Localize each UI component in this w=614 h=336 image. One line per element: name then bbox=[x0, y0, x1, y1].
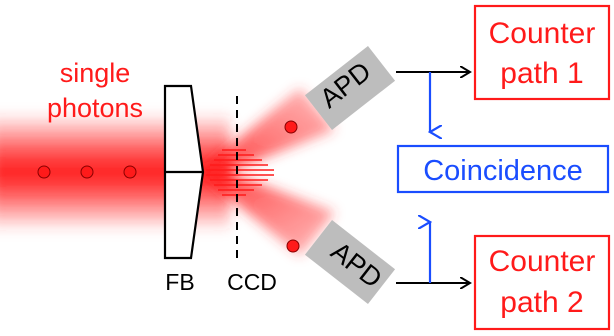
fresnel-biprism bbox=[163, 84, 205, 260]
counter1-line2: path 1 bbox=[500, 57, 583, 90]
source-label-line2: photons bbox=[47, 93, 143, 123]
output-beam-bottom bbox=[198, 166, 335, 256]
coincidence-box: Coincidence bbox=[396, 144, 610, 194]
counter2-line1: Counter bbox=[489, 245, 596, 278]
photon-dot bbox=[284, 120, 298, 134]
coincidence-label: Coincidence bbox=[423, 155, 583, 187]
photon-dot bbox=[80, 165, 94, 179]
ccd-label: CCD bbox=[227, 269, 277, 295]
apd-detector-top bbox=[304, 46, 396, 130]
counter-path-1: Counter path 1 bbox=[473, 4, 611, 101]
counter1-line1: Counter bbox=[489, 17, 596, 50]
fb-label: FB bbox=[165, 269, 194, 295]
photon-dot bbox=[123, 165, 137, 179]
counter2-line2: path 2 bbox=[500, 286, 583, 319]
apd-detector-bottom bbox=[304, 220, 396, 304]
counter-path-2: Counter path 2 bbox=[473, 234, 611, 331]
photon-dots bbox=[37, 120, 300, 253]
source-label-line1: single bbox=[60, 58, 131, 88]
photon-dot bbox=[37, 165, 51, 179]
photon-dot bbox=[286, 239, 300, 253]
